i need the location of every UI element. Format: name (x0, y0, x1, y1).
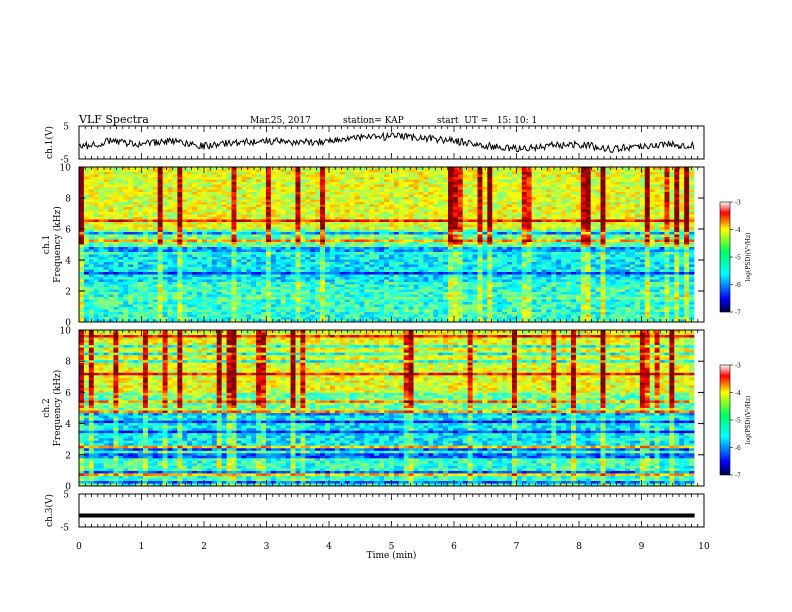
xtick-label: 4 (326, 542, 332, 552)
spec-ch1-ytick-label: 0 (65, 319, 71, 329)
xtick-label: 0 (76, 542, 82, 552)
spec-ch1-channel-label: ch.1 (42, 235, 52, 254)
spec-ch2-ytick-label: 10 (60, 327, 72, 337)
colorbar-ch1-label: log(PSD)(V²/Hz) (745, 233, 752, 282)
ch3-ytick-label: -5 (60, 524, 69, 534)
colorbar-ch1-tick-label: -3 (735, 200, 741, 207)
colorbar-ch1-tick-label: -5 (735, 255, 741, 262)
colorbar-ch2-tick-label: -4 (735, 390, 741, 397)
xtick-label: 2 (201, 542, 207, 552)
colorbar-ch1-tick-label: -7 (735, 310, 741, 317)
spectrogram-ch1-cells (79, 167, 695, 323)
spec-ch2-ytick-label: 6 (65, 389, 71, 399)
spec-ch1-ytick-label: 6 (65, 226, 71, 236)
ch3-ylabel: ch.3(V) (44, 494, 55, 527)
colorbar-ch2-tick-label: -3 (735, 363, 741, 370)
spec-ch1-ytick-label: 4 (65, 257, 71, 267)
spec-ch2-ytick-label: 4 (65, 420, 71, 430)
colorbar-ch1-tick-label: -6 (735, 282, 741, 289)
xtick-label: 3 (264, 542, 270, 552)
colorbar-ch2-tick-label: -6 (735, 445, 741, 452)
spec-ch2-ytick-label: 8 (65, 358, 71, 368)
spec-ch1-freq-label: Frequency (kHz) (52, 206, 63, 283)
colorbar-ch2 (719, 364, 731, 476)
colorbar-ch2-tick-label: -5 (735, 418, 741, 425)
spec-ch1-ytick-label: 2 (65, 288, 71, 298)
colorbar-ch1 (719, 201, 731, 313)
spec-ch2-freq-label: Frequency (kHz) (52, 370, 63, 447)
date-label: Mar.25, 2017 (250, 116, 311, 126)
ch1-ylabel: ch.1(V) (44, 126, 55, 159)
start-time-label: start UT = 15: 10: 1 (437, 116, 538, 126)
station-label: station= KAP (343, 116, 404, 126)
colorbar-ch2-tick-label: -7 (735, 473, 741, 480)
x-axis-label: Time (min) (367, 550, 417, 561)
ch3-ytick-label: 5 (63, 491, 69, 501)
spec-ch2-ytick-label: 0 (65, 483, 71, 493)
colorbar-ch1-tick-label: -4 (735, 227, 741, 234)
xtick-label: 6 (451, 542, 457, 552)
xtick-label: 9 (639, 542, 645, 552)
xtick-label: 8 (576, 542, 582, 552)
spec-ch2-channel-label: ch.2 (42, 398, 52, 417)
ch1-ytick-label: -5 (60, 156, 69, 166)
ch1-waveform-line (78, 131, 695, 154)
chart-title: VLF Spectra (79, 113, 149, 126)
xtick-label: 1 (139, 542, 145, 552)
spec-ch1-ytick-label: 8 (65, 195, 71, 205)
xtick-label: 10 (698, 542, 710, 552)
xtick-label: 7 (514, 542, 520, 552)
xtick-label: 5 (389, 542, 395, 552)
ch1-ytick-label: 5 (63, 123, 69, 133)
spectrogram-ch2-cells (79, 330, 695, 487)
spec-ch2-ytick-label: 2 (65, 451, 71, 461)
spec-ch1-ytick-label: 10 (60, 164, 72, 174)
colorbar-ch2-label: log(PSD)(V²/Hz) (745, 396, 752, 445)
